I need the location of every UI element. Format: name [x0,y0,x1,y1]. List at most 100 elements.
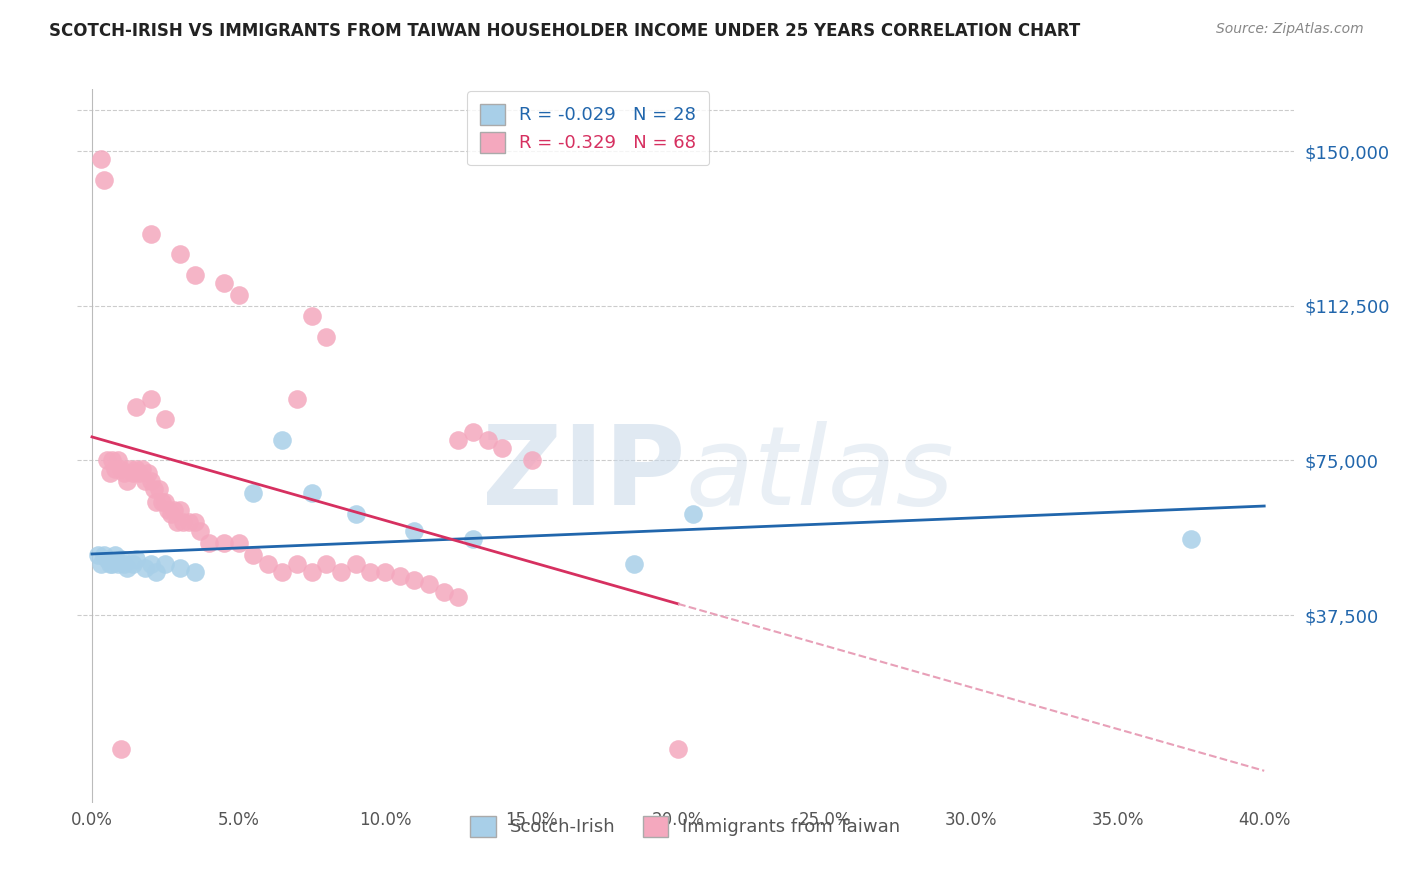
Text: ZIP: ZIP [482,421,686,528]
Point [461,425,484,439]
Point [212,536,235,550]
Point [139,557,162,571]
Point [160,507,183,521]
Point [115,474,138,488]
Point [155,557,177,571]
Point [131,461,153,475]
Point [183,268,205,282]
Point [104,549,127,563]
Point [169,247,191,261]
Point [388,569,411,583]
Point [139,227,162,241]
Point [122,466,145,480]
Point [125,400,148,414]
Point [148,483,170,497]
Point [418,577,440,591]
Point [404,524,426,538]
Point [104,461,127,475]
Point [163,503,186,517]
Point [301,565,323,579]
Point [112,466,135,480]
Point [112,557,135,571]
Point [359,565,381,579]
Point [93,173,115,187]
Point [183,565,205,579]
Point [166,516,188,530]
Point [142,483,165,497]
Point [145,565,167,579]
Point [107,557,129,571]
Point [271,565,294,579]
Text: Source: ZipAtlas.com: Source: ZipAtlas.com [1216,22,1364,37]
Point [155,494,177,508]
Point [157,503,180,517]
Point [623,557,645,571]
Point [301,486,323,500]
Point [682,507,704,521]
Point [344,557,367,571]
Point [242,549,264,563]
Point [520,453,543,467]
Point [271,433,294,447]
Point [447,590,470,604]
Point [98,466,121,480]
Point [315,329,337,343]
Point [183,516,205,530]
Point [491,441,513,455]
Point [285,392,308,406]
Point [169,560,191,574]
Point [128,466,150,480]
Point [404,573,426,587]
Point [285,557,308,571]
Point [93,549,115,563]
Point [169,503,191,517]
Legend: Scotch-Irish, Immigrants from Taiwan: Scotch-Irish, Immigrants from Taiwan [463,808,908,844]
Point [461,532,484,546]
Point [101,557,124,571]
Point [125,461,148,475]
Point [90,557,112,571]
Point [110,461,132,475]
Point [190,524,212,538]
Point [228,288,250,302]
Point [136,466,159,480]
Point [134,474,156,488]
Point [256,557,278,571]
Point [96,552,118,566]
Point [447,433,470,447]
Point [344,507,367,521]
Point [150,494,173,508]
Point [315,557,337,571]
Point [155,412,177,426]
Point [110,552,132,566]
Point [107,453,129,467]
Point [477,433,499,447]
Point [433,585,456,599]
Point [90,153,112,167]
Point [242,486,264,500]
Point [139,474,162,488]
Point [212,276,235,290]
Point [125,552,148,566]
Point [139,392,162,406]
Point [198,536,221,550]
Point [330,565,353,579]
Point [115,560,138,574]
Point [98,557,121,571]
Point [101,453,124,467]
Point [172,516,194,530]
Point [120,461,142,475]
Point [145,494,167,508]
Point [96,453,118,467]
Point [177,516,200,530]
Point [122,557,145,571]
Point [134,560,156,574]
Point [1180,532,1202,546]
Point [666,742,689,756]
Point [228,536,250,550]
Point [301,309,323,323]
Point [87,549,110,563]
Text: atlas: atlas [686,421,955,528]
Text: SCOTCH-IRISH VS IMMIGRANTS FROM TAIWAN HOUSEHOLDER INCOME UNDER 25 YEARS CORRELA: SCOTCH-IRISH VS IMMIGRANTS FROM TAIWAN H… [49,22,1080,40]
Point [110,742,132,756]
